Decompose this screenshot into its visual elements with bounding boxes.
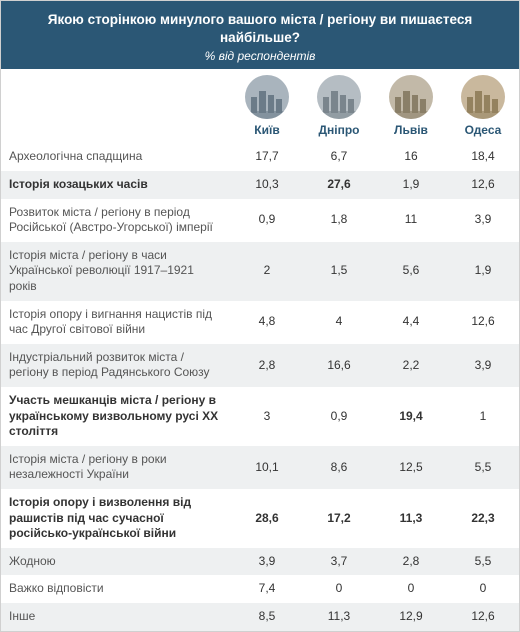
row-label: Історія міста / регіону в роки незалежно…: [1, 446, 231, 489]
row-label: Індустріальний розвиток міста / регіону …: [1, 344, 231, 387]
row-value: 11: [375, 199, 447, 242]
row-value: 3,9: [231, 548, 303, 576]
row-value: 4,4: [375, 301, 447, 344]
row-value: 0: [447, 575, 519, 603]
row-label: Важко відповісти: [1, 575, 231, 603]
row-value: 4: [303, 301, 375, 344]
row-value: 2: [231, 242, 303, 301]
row-value: 12,6: [447, 171, 519, 199]
row-value: 4,8: [231, 301, 303, 344]
row-label: Історія міста / регіону в часи Українськ…: [1, 242, 231, 301]
row-label: Історія опору і визволення від рашистів …: [1, 489, 231, 548]
table-row: Історія міста / регіону в часи Українськ…: [1, 242, 519, 301]
row-value: 2,8: [231, 344, 303, 387]
row-label: Розвиток міста / регіону в період Російс…: [1, 199, 231, 242]
row-value: 3: [231, 387, 303, 446]
row-value: 0,9: [303, 387, 375, 446]
city-column-header: Київ: [231, 75, 303, 143]
row-value: 3,9: [447, 344, 519, 387]
row-label: Жодною: [1, 548, 231, 576]
city-icon: [317, 75, 361, 119]
row-value: 1,8: [303, 199, 375, 242]
row-value: 12,5: [375, 446, 447, 489]
row-value: 1: [447, 387, 519, 446]
table-header: Якою сторінкою минулого вашого міста / р…: [1, 1, 519, 69]
city-column-header: Львів: [375, 75, 447, 143]
row-value: 5,5: [447, 446, 519, 489]
table-row: Історія міста / регіону в роки незалежно…: [1, 446, 519, 489]
table-row: Жодною3,93,72,85,5: [1, 548, 519, 576]
city-icon: [245, 75, 289, 119]
city-name-label: Львів: [375, 123, 447, 143]
city-name-label: Київ: [231, 123, 303, 143]
row-value: 19,4: [375, 387, 447, 446]
city-column-header: Одеса: [447, 75, 519, 143]
row-value: 1,5: [303, 242, 375, 301]
table-row: Інше8,511,312,912,6: [1, 603, 519, 631]
row-value: 5,6: [375, 242, 447, 301]
row-value: 1,9: [375, 171, 447, 199]
row-label: Історія опору і вигнання нацистів під ча…: [1, 301, 231, 344]
city-icon: [389, 75, 433, 119]
row-value: 18,4: [447, 143, 519, 171]
table-row: Історія опору і вигнання нацистів під ча…: [1, 301, 519, 344]
table-title: Якою сторінкою минулого вашого міста / р…: [17, 11, 503, 47]
row-value: 16,6: [303, 344, 375, 387]
row-value: 8,6: [303, 446, 375, 489]
table-row: Розвиток міста / регіону в період Російс…: [1, 199, 519, 242]
data-table: Археологічна спадщина17,76,71618,4Історі…: [1, 143, 519, 630]
row-value: 16: [375, 143, 447, 171]
row-value: 0: [303, 575, 375, 603]
row-value: 3,7: [303, 548, 375, 576]
city-icon: [461, 75, 505, 119]
row-value: 6,7: [303, 143, 375, 171]
table-body: Археологічна спадщина17,76,71618,4Історі…: [1, 143, 519, 630]
row-value: 3,9: [447, 199, 519, 242]
row-value: 17,2: [303, 489, 375, 548]
row-value: 27,6: [303, 171, 375, 199]
row-value: 10,1: [231, 446, 303, 489]
row-value: 28,6: [231, 489, 303, 548]
column-headers: КиївДніпроЛьвівОдеса: [1, 69, 519, 143]
row-value: 12,6: [447, 603, 519, 631]
table-row: Археологічна спадщина17,76,71618,4: [1, 143, 519, 171]
city-name-label: Дніпро: [303, 123, 375, 143]
row-value: 7,4: [231, 575, 303, 603]
row-value: 17,7: [231, 143, 303, 171]
row-value: 8,5: [231, 603, 303, 631]
row-value: 11,3: [375, 489, 447, 548]
row-label: Інше: [1, 603, 231, 631]
row-label: Участь мешканців міста / регіону в украї…: [1, 387, 231, 446]
row-label: Археологічна спадщина: [1, 143, 231, 171]
row-value: 2,8: [375, 548, 447, 576]
table-row: Історія козацьких часів10,327,61,912,6: [1, 171, 519, 199]
row-value: 12,9: [375, 603, 447, 631]
city-column-header: Дніпро: [303, 75, 375, 143]
table-row: Індустріальний розвиток міста / регіону …: [1, 344, 519, 387]
row-value: 2,2: [375, 344, 447, 387]
row-value: 12,6: [447, 301, 519, 344]
row-value: 1,9: [447, 242, 519, 301]
row-value: 10,3: [231, 171, 303, 199]
table-row: Історія опору і визволення від рашистів …: [1, 489, 519, 548]
row-label: Історія козацьких часів: [1, 171, 231, 199]
row-value: 0: [375, 575, 447, 603]
row-value: 0,9: [231, 199, 303, 242]
row-value: 22,3: [447, 489, 519, 548]
table-subtitle: % від респондентів: [17, 49, 503, 63]
table-row: Участь мешканців міста / регіону в украї…: [1, 387, 519, 446]
survey-table-container: Якою сторінкою минулого вашого міста / р…: [0, 0, 520, 632]
row-value: 5,5: [447, 548, 519, 576]
table-row: Важко відповісти7,4000: [1, 575, 519, 603]
row-value: 11,3: [303, 603, 375, 631]
city-name-label: Одеса: [447, 123, 519, 143]
